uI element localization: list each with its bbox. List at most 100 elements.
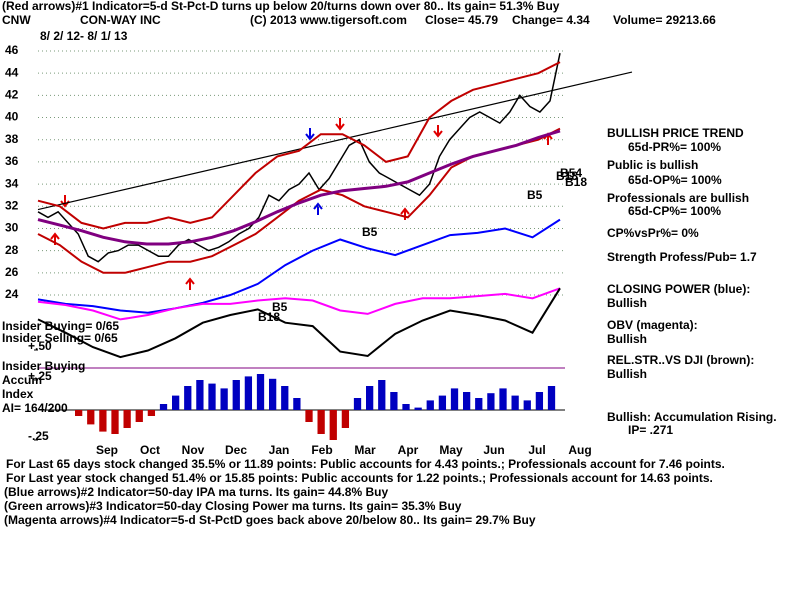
accum-bar xyxy=(366,386,374,410)
left-label: Insider Buying= 0/65 xyxy=(2,319,119,333)
footer-line: (Green arrows)#3 Indicator=50-day Closin… xyxy=(4,499,462,513)
relative-strength xyxy=(37,287,561,359)
signal-arrows xyxy=(50,118,553,290)
month-label: Feb xyxy=(311,443,332,457)
accum-bar xyxy=(414,407,422,410)
annotation: B5 xyxy=(527,188,543,202)
month-label: May xyxy=(439,443,463,457)
close: Close= 45.79 xyxy=(425,13,498,27)
right-label: Strength Profess/Pub= 1.7 xyxy=(607,250,757,264)
right-label: BULLISH PRICE TREND xyxy=(607,126,744,140)
accum-bar xyxy=(269,378,277,410)
month-label: Dec xyxy=(225,443,247,457)
right-label: Bullish: Accumulation Rising. xyxy=(607,410,777,424)
accum-bar xyxy=(232,380,240,410)
accum-bar xyxy=(172,395,180,410)
closing-power xyxy=(37,218,561,314)
y-tick-label: 44 xyxy=(5,65,19,79)
y-tick-label: 24 xyxy=(5,287,19,301)
accum-bar xyxy=(390,392,398,410)
month-label: Sep xyxy=(96,443,118,457)
y-tick-label: 38 xyxy=(5,132,19,146)
right-label: OBV (magenta): xyxy=(607,318,698,332)
accum-bar xyxy=(535,392,544,410)
right-label: 65d-CP%= 100% xyxy=(628,204,721,218)
accum-bar xyxy=(341,410,350,428)
left-label: Insider Selling= 0/65 xyxy=(2,331,118,345)
right-label: CLOSING POWER (blue): xyxy=(607,282,750,296)
footer-line: (Magenta arrows)#4 Indicator=5-d St-PctD… xyxy=(4,513,536,527)
month-label: Aug xyxy=(568,443,591,457)
right-label: 65d-OP%= 100% xyxy=(628,173,722,187)
right-label: REL.STR..VS DJI (brown): xyxy=(607,353,754,367)
month-label: Apr xyxy=(398,443,419,457)
price xyxy=(37,53,561,263)
y-tick-label: 30 xyxy=(5,221,19,235)
accum-bar xyxy=(475,398,483,410)
accum-bar xyxy=(523,400,531,410)
accum-bar xyxy=(159,404,168,410)
accum-bar xyxy=(111,410,119,434)
accum-bar xyxy=(244,376,253,410)
y-tick-label: 32 xyxy=(5,198,19,212)
month-label: Jun xyxy=(483,443,504,457)
accum-bar xyxy=(87,410,95,425)
obv xyxy=(37,287,561,321)
accum-bar xyxy=(463,392,471,410)
accum-bar xyxy=(353,398,362,410)
left-label: Index xyxy=(2,387,34,401)
accum-bar xyxy=(196,380,204,410)
accum-bar xyxy=(99,410,107,432)
annotation: B18 xyxy=(565,175,587,189)
accum-bar xyxy=(378,380,386,410)
accum-bar xyxy=(147,410,156,416)
right-label: CP%vsPr%= 0% xyxy=(607,226,699,240)
annotation: B5 xyxy=(362,225,378,239)
annotation: B18 xyxy=(258,310,280,324)
left-label: AI= 164/200 xyxy=(2,401,68,415)
accum-bar xyxy=(305,410,313,422)
accum-bar xyxy=(511,395,519,410)
accum-bar xyxy=(256,374,265,410)
accum-bar xyxy=(184,386,192,410)
accum-bar xyxy=(135,410,143,422)
accum-bar xyxy=(75,410,83,416)
symbol: CNW xyxy=(2,13,31,27)
date-range: 8/ 2/ 12- 8/ 1/ 13 xyxy=(40,29,128,43)
footer-line: For Last 65 days stock changed 35.5% or … xyxy=(6,457,725,471)
trendline xyxy=(37,71,633,211)
accum-bar xyxy=(450,388,459,410)
month-label: Jul xyxy=(528,443,545,457)
month-label: Jan xyxy=(269,443,290,457)
right-label: Bullish xyxy=(607,296,647,310)
accum-bar xyxy=(402,404,410,410)
accum-bar xyxy=(426,400,434,410)
right-label: Public is bullish xyxy=(607,158,698,172)
y-tick-label: 34 xyxy=(5,176,19,190)
accum-bar xyxy=(281,386,289,410)
annotation: B5 xyxy=(272,300,288,314)
accum-bar xyxy=(487,393,495,410)
left-label: Accum xyxy=(2,373,42,387)
accum-bar xyxy=(123,410,131,428)
volume: Volume= 29213.66 xyxy=(613,13,716,27)
footer-line: (Blue arrows)#2 Indicator=50-day IPA ma … xyxy=(4,485,388,499)
month-label: Mar xyxy=(354,443,376,457)
left-label: Insider Buying xyxy=(2,359,85,373)
accum-bar xyxy=(547,386,556,410)
y-tick-label: 28 xyxy=(5,243,19,257)
accum-bar xyxy=(329,410,337,440)
moving-average xyxy=(37,129,561,246)
right-label: Bullish xyxy=(607,367,647,381)
y-tick-label: 36 xyxy=(5,154,19,168)
y-tick-label: 40 xyxy=(5,110,19,124)
upper-band xyxy=(37,61,561,230)
right-label: Professionals are bullish xyxy=(607,191,749,205)
accum-bar xyxy=(317,410,325,434)
accum-bar xyxy=(208,383,216,410)
month-label: Oct xyxy=(140,443,160,457)
accum-bar xyxy=(220,388,228,410)
y-tick-label: 42 xyxy=(5,88,19,102)
